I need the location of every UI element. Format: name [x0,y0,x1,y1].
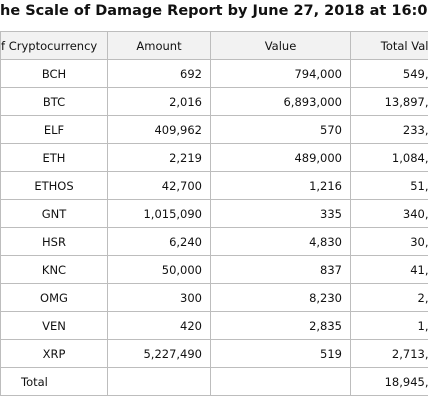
table-cell: 30, [350,227,428,256]
total-row: Total 18,945, [0,367,428,396]
table-cell: 1,084, [350,143,428,172]
table-cell: VEN [0,311,108,340]
table-cell: 8,230 [210,283,351,312]
table-cell: BCH [0,59,108,88]
table-cell: 340, [350,199,428,228]
table-cell: ELF [0,115,108,144]
table-cell: 51, [350,171,428,200]
empty-cell [107,367,211,396]
table-cell: 692 [107,59,211,88]
table-row: ELF 409,962 570 233, [0,115,428,144]
table-row: VEN 420 2,835 1, [0,311,428,340]
table-cell: 6,893,000 [210,87,351,116]
table-row: BCH 692 794,000 549, [0,59,428,88]
table-cell: 2, [350,283,428,312]
header-row: f Cryptocurrency Amount Value Total Val [0,31,428,60]
table-cell: OMG [0,283,108,312]
table-cell: 4,830 [210,227,351,256]
table-cell: 837 [210,255,351,284]
table-cell: 1, [350,311,428,340]
table-row: KNC 50,000 837 41, [0,255,428,284]
empty-cell [210,367,351,396]
table-cell: 1,015,090 [107,199,211,228]
header-cell: Value [210,31,351,60]
table-cell: XRP [0,339,108,368]
header-cell: Total Val [350,31,428,60]
table-cell: 420 [107,311,211,340]
table-cell: HSR [0,227,108,256]
table-cell: 233, [350,115,428,144]
table-cell: 549, [350,59,428,88]
table-cell: 2,835 [210,311,351,340]
table-cell: 2,219 [107,143,211,172]
table-cell: 489,000 [210,143,351,172]
table-cell: 41, [350,255,428,284]
table-cell: ETHOS [0,171,108,200]
table-cell: 409,962 [107,115,211,144]
table-cell: 2,713, [350,339,428,368]
table-cell: 13,897, [350,87,428,116]
table-row: HSR 6,240 4,830 30, [0,227,428,256]
table-cell: 42,700 [107,171,211,200]
header-cell: f Cryptocurrency [0,31,108,60]
total-value: 18,945, [350,367,428,396]
table-row: ETHOS 42,700 1,216 51, [0,171,428,200]
title: he Scale of Damage Report by June 27, 20… [0,3,428,19]
table-cell: 2,016 [107,87,211,116]
table-row: ETH 2,219 489,000 1,084, [0,143,428,172]
table-row: BTC 2,016 6,893,000 13,897, [0,87,428,116]
table-cell: KNC [0,255,108,284]
table-cell: BTC [0,87,108,116]
damage-table: f Cryptocurrency Amount Value Total Val BCH… [0,31,428,396]
table-row: GNT 1,015,090 335 340, [0,199,428,228]
table-row: XRP 5,227,490 519 2,713, [0,339,428,368]
table-cell: 300 [107,283,211,312]
table-cell: GNT [0,199,108,228]
table-cell: 6,240 [107,227,211,256]
table-row: OMG 300 8,230 2, [0,283,428,312]
table-cell: 5,227,490 [107,339,211,368]
header-cell: Amount [107,31,211,60]
table-cell: 519 [210,339,351,368]
total-label: Total [0,367,108,396]
table-cell: ETH [0,143,108,172]
table-body: BCH 692 794,000 549, BTC 2,016 6,893,000 13,897… [0,59,428,396]
table-cell: 335 [210,199,351,228]
table-cell: 1,216 [210,171,351,200]
table-cell: 50,000 [107,255,211,284]
table-cell: 570 [210,115,351,144]
table-cell: 794,000 [210,59,351,88]
